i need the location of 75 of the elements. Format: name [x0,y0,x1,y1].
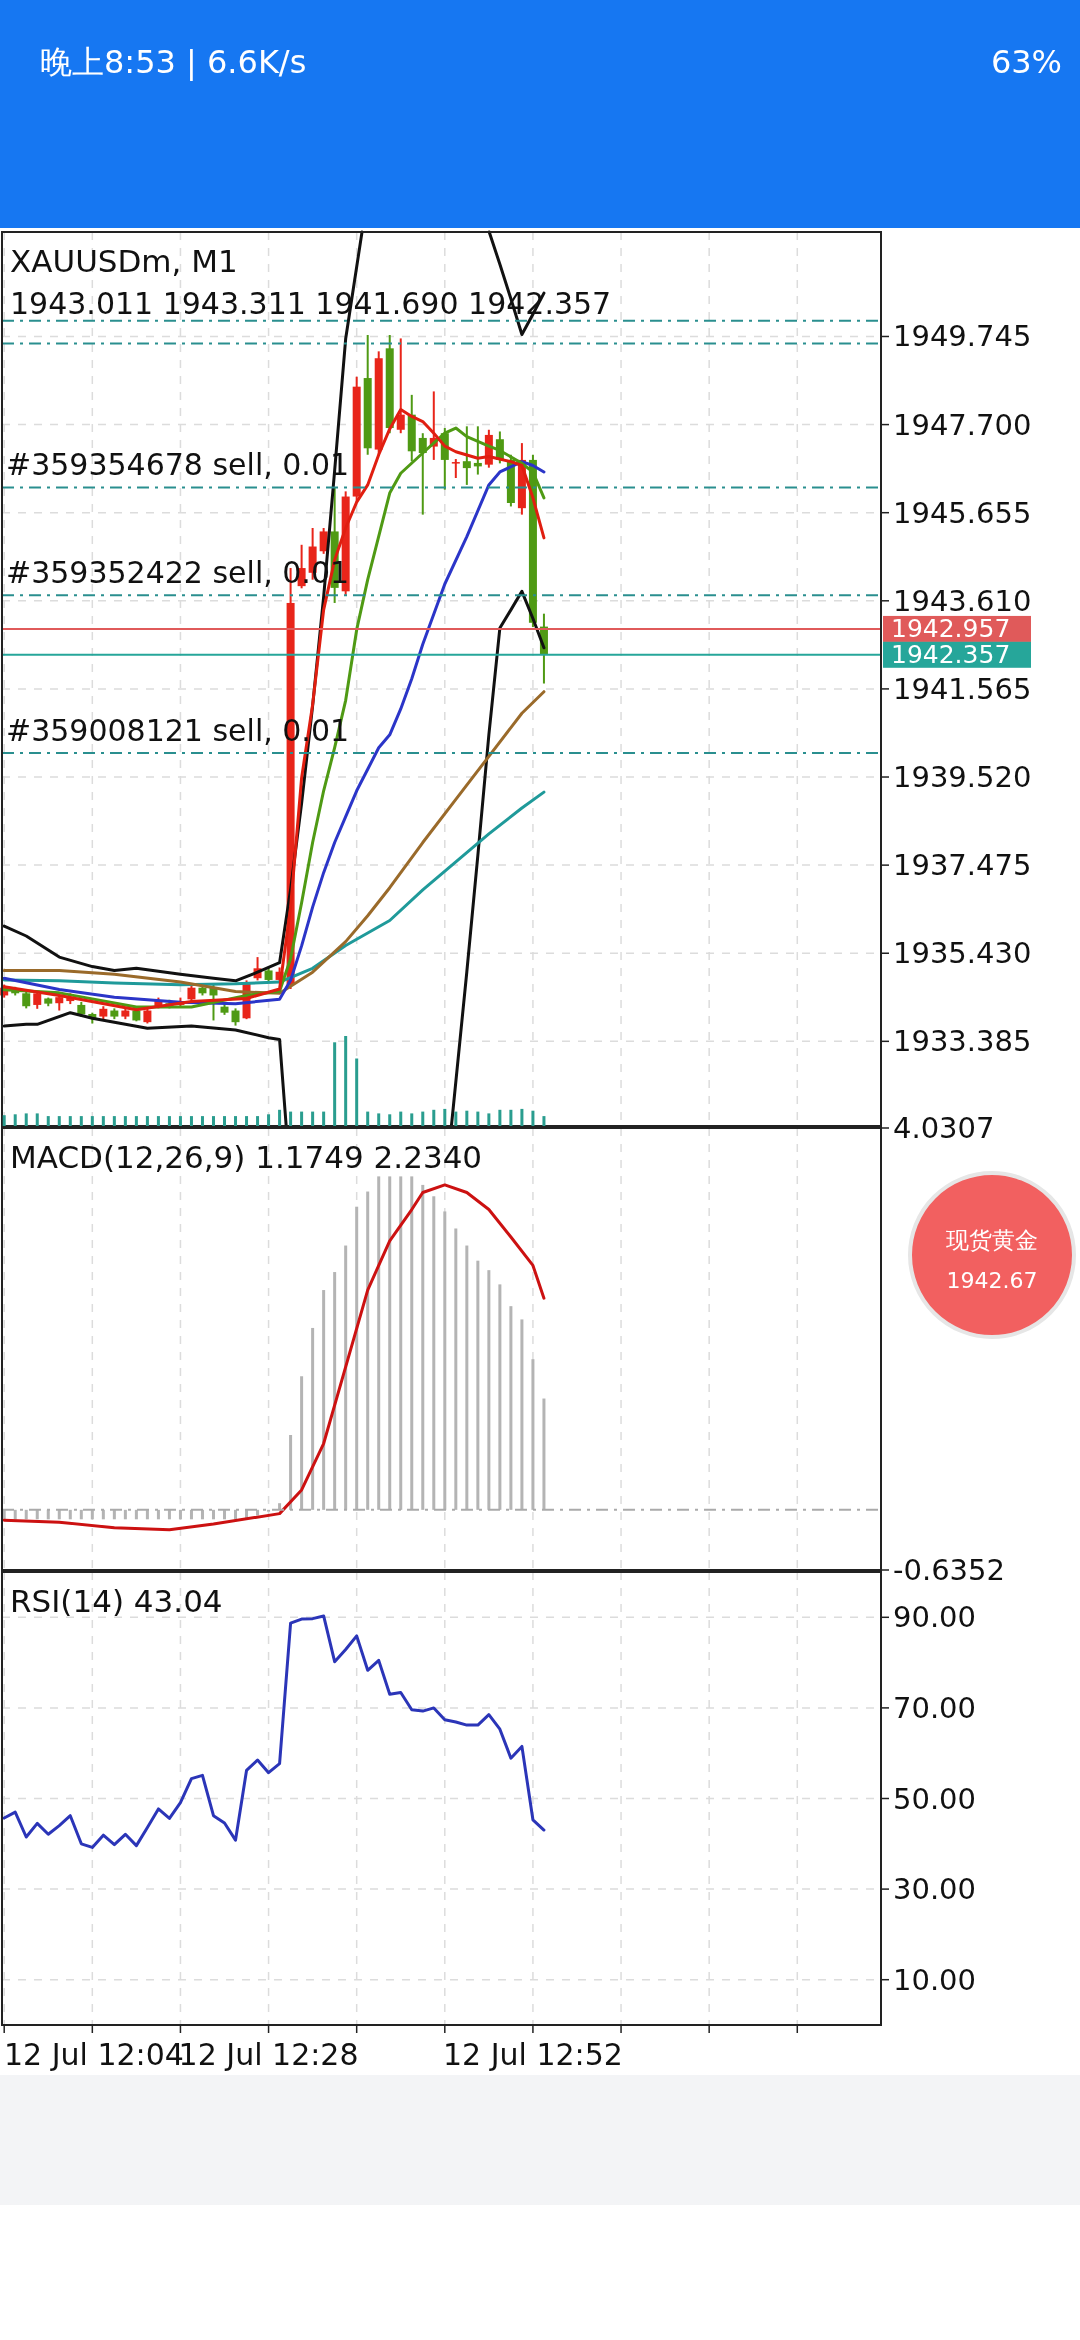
line-series [2,1614,546,1849]
bar [134,1116,138,1126]
bar [333,1042,337,1126]
bar [267,1114,271,1126]
bar [178,1116,182,1126]
y-tick-label: 90.00 [893,1600,977,1635]
y-tick-label: 30.00 [893,1872,977,1907]
bar [443,1108,447,1126]
y-tick-label: 1937.475 [893,848,1032,883]
y-tick-label: 4.0307 [893,1111,995,1145]
bar [454,1111,458,1126]
bar [520,1108,524,1126]
bar [509,1109,513,1126]
bar [79,1116,83,1126]
candlestick [451,458,460,480]
bar [245,1116,249,1126]
y-tick-label: 50.00 [893,1781,977,1816]
y-tick-label: 1947.700 [893,407,1032,442]
bar [278,1109,282,1126]
bar [189,1116,193,1126]
bar [531,1110,535,1126]
bar [388,1114,392,1126]
bar [156,1116,160,1126]
chart-title: RSI(14) 43.04 [10,1583,223,1619]
text: 1942.67 [946,1267,1038,1293]
bar [476,1111,480,1126]
bar [366,1111,370,1126]
bar [311,1111,315,1126]
text: 现货黄金 [946,1227,1038,1253]
bar [256,1116,260,1126]
y-tick-label: 70.00 [893,1690,977,1725]
bar [167,1116,171,1126]
y-tick-label: 1933.385 [893,1024,1032,1059]
bar [90,1116,94,1126]
bar [24,1113,28,1126]
bar [46,1116,50,1126]
y-tick-label: -0.6352 [893,1553,1005,1587]
y-tick-label: 1939.520 [893,760,1032,795]
bar [300,1111,304,1126]
bar [432,1109,436,1126]
bar [410,1113,414,1126]
bar [487,1113,491,1126]
bar [421,1111,425,1126]
bar [234,1116,238,1126]
text: 晚上8:53 | 6.6K/s [40,43,307,81]
bar [145,1116,149,1126]
bar [344,1036,348,1126]
bar [223,1116,226,1126]
text: 63% [990,43,1062,81]
bar [68,1116,72,1126]
bar [289,1111,293,1126]
y-tick-label: 1941.565 [893,671,1032,706]
bar [13,1114,17,1126]
bar [57,1116,61,1126]
bar [498,1109,502,1126]
bar [355,1058,359,1126]
bar [123,1116,127,1126]
chart-title: MACD(12,26,9) 1.1749 2.2340 [10,1139,483,1175]
bar [399,1111,403,1126]
bar [35,1113,39,1126]
y-tick-label: 1949.745 [893,319,1032,354]
bar [112,1116,116,1126]
y-tick-label: 1945.655 [893,495,1032,530]
bar [322,1111,326,1126]
x-tick-label: 12 Jul 12:52 [442,2037,623,2072]
bar [211,1116,215,1126]
y-tick-label: 1935.430 [893,936,1032,971]
chart-title: XAUUSDm, M1 [10,243,238,279]
y-tick-label: 10.00 [893,1962,977,1997]
bar [465,1110,469,1126]
bar [542,1116,546,1126]
bar [101,1116,105,1126]
bar [200,1116,204,1126]
bar [377,1113,381,1126]
bar [2,1115,6,1126]
